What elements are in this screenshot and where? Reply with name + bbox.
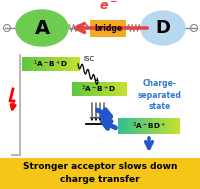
Ellipse shape: [16, 10, 68, 46]
Text: $^3$A$^-$BD$^+$: $^3$A$^-$BD$^+$: [131, 120, 165, 132]
Text: $^1$A$^-$B$^+$D: $^1$A$^-$B$^+$D: [33, 58, 68, 70]
Text: $^3$A$^-$B$^+$D: $^3$A$^-$B$^+$D: [81, 83, 116, 95]
Text: ISC: ISC: [83, 56, 94, 62]
Text: $\bfit{e}^-$: $\bfit{e}^-$: [98, 0, 117, 12]
Text: Stronger acceptor slows down
charge transfer: Stronger acceptor slows down charge tran…: [23, 162, 176, 184]
Text: D: D: [155, 19, 170, 37]
Ellipse shape: [140, 11, 184, 45]
Bar: [0, 158, 200, 189]
Text: A: A: [34, 19, 49, 37]
Bar: [90, 20, 125, 37]
Text: bridge: bridge: [93, 24, 121, 33]
Text: Charge-
separated
state: Charge- separated state: [137, 79, 181, 111]
